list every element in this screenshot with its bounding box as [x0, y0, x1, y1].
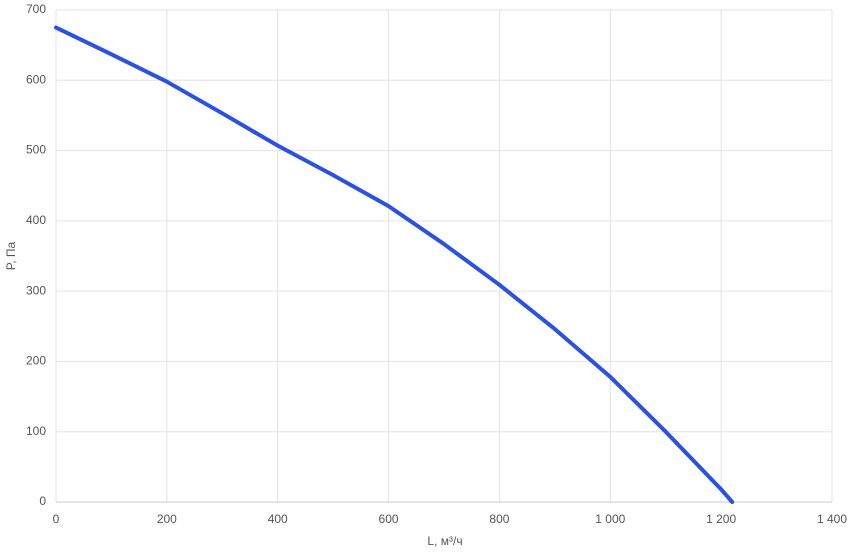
x-tick-label: 400 [268, 512, 288, 526]
x-axis-title: L, м³/ч [427, 534, 462, 548]
y-tick-label: 700 [26, 2, 46, 16]
x-tick-label: 1 400 [817, 512, 847, 526]
line [54, 25, 735, 504]
x-tick-label: 1 200 [706, 512, 736, 526]
y-tick-label: 0 [39, 494, 46, 508]
y-tick-label: 100 [26, 424, 46, 438]
y-tick-label: 500 [26, 143, 46, 157]
x-tick-label: 0 [53, 512, 60, 526]
y-tick-label: 400 [26, 213, 46, 227]
y-tick-label: 300 [26, 283, 46, 297]
y-tick-label: 200 [26, 354, 46, 368]
y-tick-label: 600 [26, 72, 46, 86]
x-tick-label: 200 [157, 512, 177, 526]
x-tick-label: 800 [489, 512, 509, 526]
x-tick-label: 600 [379, 512, 399, 526]
y-axis-title: P, Па [4, 241, 18, 270]
x-tick-label: 1 000 [595, 512, 625, 526]
